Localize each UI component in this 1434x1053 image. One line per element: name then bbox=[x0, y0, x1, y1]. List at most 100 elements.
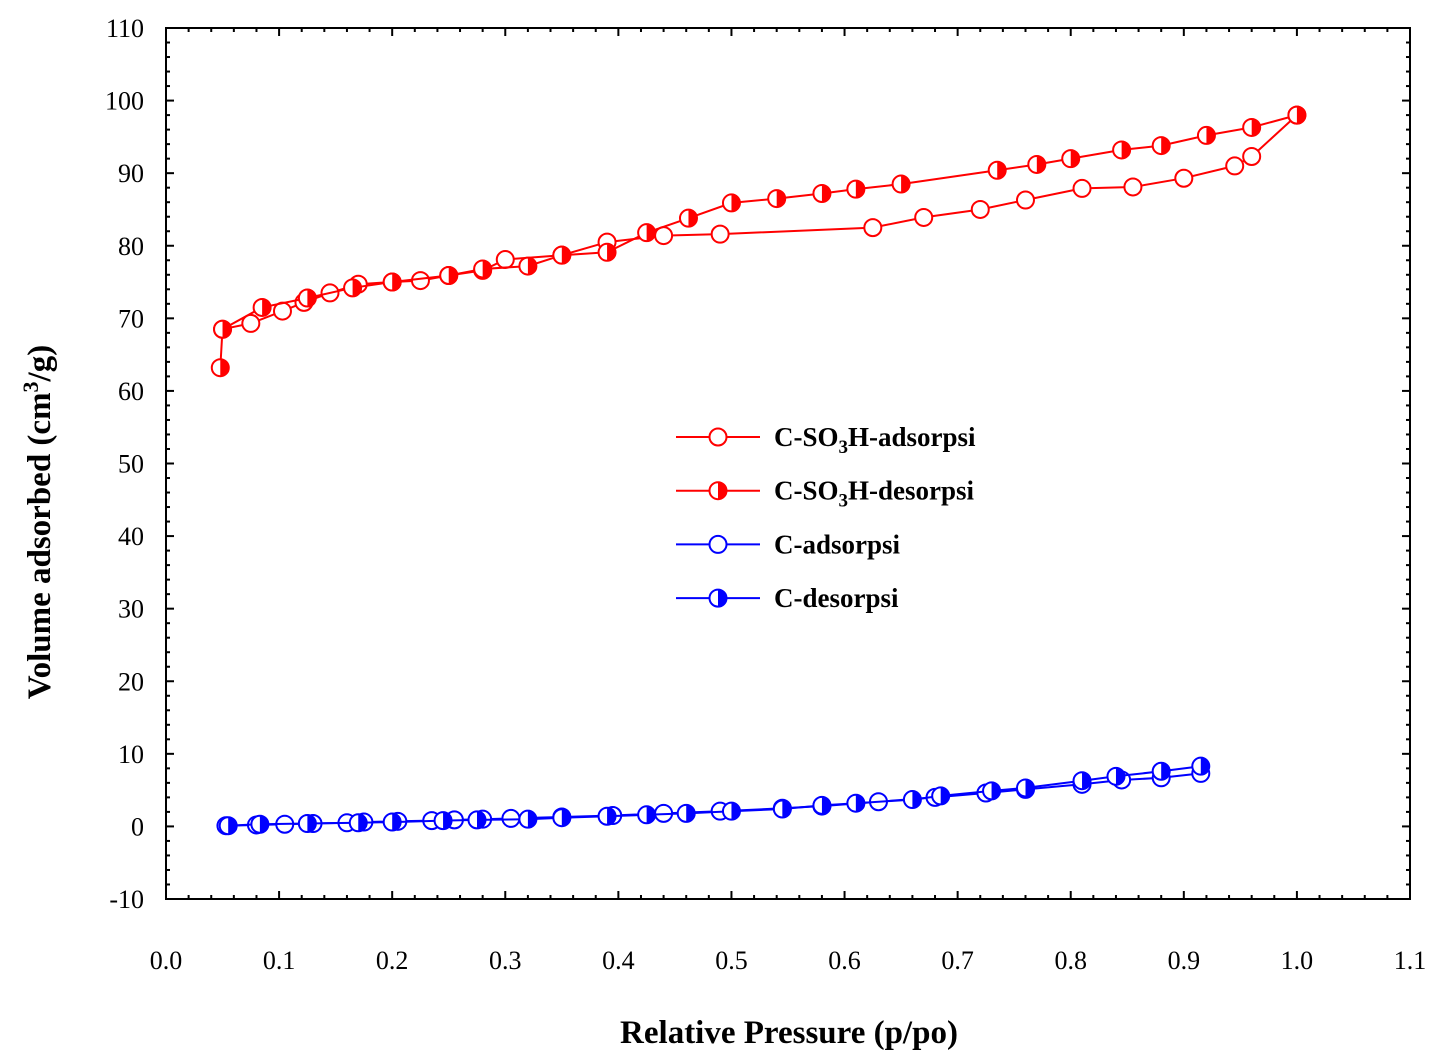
data-point bbox=[863, 218, 883, 238]
data-point bbox=[495, 250, 515, 270]
y-axis-title-suffix: /g) bbox=[22, 345, 58, 383]
x-tick-label: 0.7 bbox=[941, 946, 974, 975]
data-point bbox=[1072, 178, 1092, 198]
svg-text:Volume adsorbed (cm3/g): Volume adsorbed (cm3/g) bbox=[18, 345, 58, 699]
y-tick-label: 50 bbox=[118, 450, 144, 479]
legend-label-text: C-adsorpsi bbox=[774, 529, 901, 559]
data-point bbox=[1015, 190, 1035, 210]
y-tick-label: 20 bbox=[118, 667, 144, 696]
data-point bbox=[846, 793, 866, 813]
data-point bbox=[1287, 105, 1307, 125]
data-point bbox=[1061, 149, 1081, 169]
legend-marker bbox=[708, 427, 728, 447]
data-point bbox=[812, 795, 832, 815]
axis-ticks: 0.0 0.1 0.2 0.3 0.4 0.5 0.6 0.7 0.8 0.9 1.0 1.1 -10 0… bbox=[105, 14, 1426, 975]
data-point bbox=[410, 271, 430, 291]
series-1 bbox=[210, 105, 1307, 378]
data-point bbox=[1123, 177, 1143, 197]
y-tick-label: 40 bbox=[118, 522, 144, 551]
data-point bbox=[297, 814, 317, 834]
data-point bbox=[637, 805, 657, 825]
data-point bbox=[914, 207, 934, 227]
x-tick-label: 0.2 bbox=[376, 946, 409, 975]
legend-label-text: C-SO bbox=[774, 476, 839, 506]
series-layer bbox=[210, 105, 1307, 836]
x-tick-label: 0.1 bbox=[263, 946, 296, 975]
data-point bbox=[846, 179, 866, 199]
data-point bbox=[518, 256, 538, 276]
legend-marker bbox=[708, 534, 728, 554]
data-point bbox=[467, 810, 487, 830]
data-point bbox=[552, 808, 572, 828]
legend-label-text: C-desorpsi bbox=[774, 583, 899, 613]
data-point bbox=[1191, 756, 1211, 776]
data-point bbox=[1106, 766, 1126, 786]
x-tick-label: 1.0 bbox=[1281, 946, 1314, 975]
data-point bbox=[343, 278, 363, 298]
data-point bbox=[710, 224, 730, 244]
data-point bbox=[678, 208, 698, 228]
data-point bbox=[297, 288, 317, 308]
y-axis-title-prefix: Volume adsorbed (cm bbox=[22, 392, 58, 699]
y-axis-title: Volume adsorbed (cm3/g) bbox=[18, 345, 58, 699]
legend-item: C-SO3H-adsorpsi bbox=[676, 422, 976, 458]
legend-label: C-SO3H-desorpsi bbox=[774, 476, 975, 512]
data-point bbox=[676, 803, 696, 823]
y-tick-label: 90 bbox=[118, 159, 144, 188]
series-line bbox=[219, 114, 1298, 368]
data-point bbox=[902, 790, 922, 810]
x-tick-label: 1.1 bbox=[1394, 946, 1427, 975]
data-point bbox=[1072, 771, 1092, 791]
legend-item: C-SO3H-desorpsi bbox=[676, 476, 975, 512]
x-tick-label: 0.9 bbox=[1168, 946, 1201, 975]
x-tick-label: 0.3 bbox=[489, 946, 522, 975]
data-point bbox=[1225, 156, 1245, 176]
x-tick-label: 0.5 bbox=[715, 946, 748, 975]
x-axis-title: Relative Pressure (p/po) bbox=[620, 1015, 958, 1051]
data-point bbox=[931, 786, 951, 806]
data-point bbox=[987, 160, 1007, 180]
data-point bbox=[552, 245, 572, 265]
data-point bbox=[721, 193, 741, 213]
legend-item: C-desorpsi bbox=[676, 583, 899, 613]
data-point bbox=[382, 272, 402, 292]
y-axis-title-superscript: 3 bbox=[18, 381, 43, 392]
data-point bbox=[982, 781, 1002, 801]
legend-label-text: H-desorpsi bbox=[848, 476, 975, 506]
data-point bbox=[1015, 778, 1035, 798]
data-point bbox=[439, 266, 459, 286]
data-point bbox=[1242, 146, 1262, 166]
data-point bbox=[252, 297, 272, 317]
x-tick-label: 0.8 bbox=[1054, 946, 1087, 975]
data-point bbox=[812, 183, 832, 203]
data-point bbox=[1242, 117, 1262, 137]
data-point bbox=[433, 811, 453, 831]
data-point bbox=[597, 242, 617, 262]
data-point bbox=[250, 814, 270, 834]
legend-label-subscript: 3 bbox=[839, 491, 849, 512]
y-tick-label: 0 bbox=[131, 812, 144, 841]
data-point bbox=[382, 812, 402, 832]
data-point bbox=[1151, 761, 1171, 781]
legend-label-subscript: 3 bbox=[839, 437, 849, 458]
data-point bbox=[213, 319, 233, 339]
y-tick-label: 60 bbox=[118, 377, 144, 406]
data-point bbox=[348, 813, 368, 833]
data-point bbox=[1196, 125, 1216, 145]
x-tick-label: 0.6 bbox=[828, 946, 861, 975]
y-tick-label: 100 bbox=[105, 87, 144, 116]
y-tick-label: 30 bbox=[118, 595, 144, 624]
data-point bbox=[1174, 168, 1194, 188]
plot-frame bbox=[165, 27, 1411, 900]
data-point bbox=[1151, 136, 1171, 156]
data-point bbox=[241, 313, 261, 333]
x-tick-label: 0.4 bbox=[602, 946, 635, 975]
legend-label: C-desorpsi bbox=[774, 583, 899, 613]
data-point bbox=[1027, 154, 1047, 174]
legend-label: C-SO3H-adsorpsi bbox=[774, 422, 976, 458]
data-point bbox=[637, 223, 657, 243]
legend-marker bbox=[708, 588, 728, 608]
legend: C-SO3H-adsorpsiC-SO3H-desorpsiC-adsorpsi… bbox=[676, 422, 976, 613]
y-tick-label: 70 bbox=[118, 304, 144, 333]
